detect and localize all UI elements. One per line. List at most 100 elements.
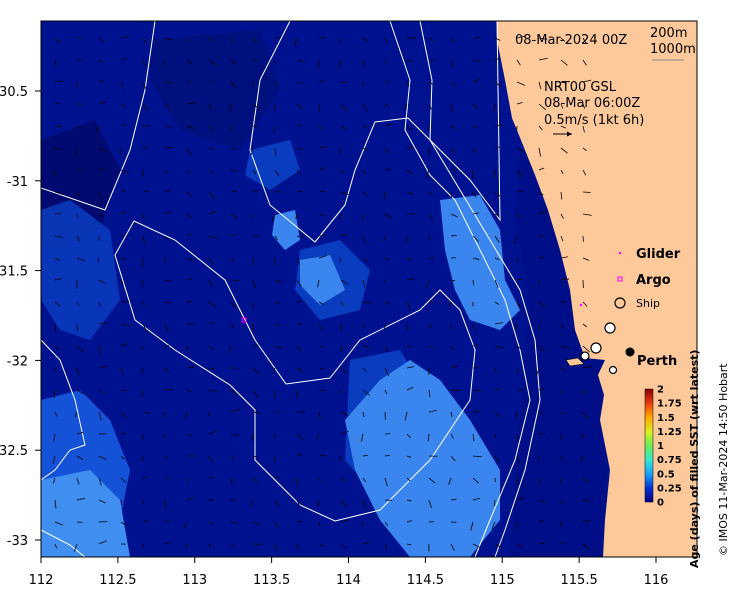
current-vector [428, 103, 432, 110]
sst-contour [41, 339, 86, 481]
ship-marker[interactable] [604, 322, 616, 334]
current-time-label: 08-Mar 06:00Z [544, 96, 640, 111]
current-vector [252, 190, 258, 193]
current-vector [406, 433, 411, 439]
current-vector [141, 367, 144, 374]
current-vector [384, 123, 393, 127]
current-vector [582, 79, 592, 83]
x-tick-label: 116 [644, 573, 669, 588]
current-vector [538, 301, 547, 308]
current-vector [582, 499, 590, 502]
current-vector [560, 499, 564, 505]
current-vector [98, 37, 105, 43]
current-vector [76, 497, 85, 501]
current-vector [472, 323, 476, 331]
current-vector [516, 543, 522, 548]
current-vector [425, 169, 430, 179]
current-vector [54, 499, 57, 509]
current-vector [54, 543, 58, 549]
current-vector [340, 367, 347, 374]
argo-legend-icon [617, 276, 623, 282]
current-vector [164, 235, 167, 240]
current-vector [516, 81, 526, 86]
current-vector [538, 387, 545, 391]
current-vector [274, 235, 278, 241]
current-vector [273, 433, 276, 439]
current-vector [538, 81, 542, 90]
current-vector [516, 35, 526, 39]
current-vector [362, 541, 371, 545]
current-vector [208, 191, 216, 199]
current-vector [494, 37, 501, 41]
current-vector [340, 81, 347, 84]
glider-legend-label: Glider [636, 247, 681, 262]
current-vector [494, 257, 500, 261]
x-tick-label: 113.5 [253, 573, 290, 588]
current-vector [186, 125, 196, 130]
ship-legend-icon [614, 297, 626, 309]
current-vector [516, 477, 519, 485]
map-area[interactable] [41, 21, 697, 557]
current-vector [164, 499, 166, 508]
current-vector [164, 541, 170, 545]
current-vector [162, 59, 166, 66]
current-vector [472, 212, 480, 215]
current-vector [340, 301, 344, 306]
light-blue-patch [345, 360, 500, 557]
colorbar-ticks: 0 0.25 0.5 0.75 1 1.25 1.5 1.75 2 [657, 385, 682, 509]
current-vector [516, 213, 521, 219]
current-vector [164, 146, 173, 149]
current-vector [274, 147, 277, 156]
current-vector [252, 213, 255, 219]
argo-float-marker[interactable] [241, 317, 247, 323]
current-vector [428, 477, 436, 484]
current-vector [186, 477, 188, 483]
current-vector [98, 79, 104, 83]
current-vector [338, 147, 342, 155]
current-vector [515, 521, 518, 530]
current-vector [208, 257, 215, 265]
colorbar-tick-label: 0.25 [657, 483, 682, 494]
current-vector [185, 543, 188, 549]
current-vector [296, 279, 302, 287]
y-tick-label: -33 [7, 534, 28, 549]
current-vector [318, 323, 323, 331]
current-vector [384, 389, 388, 395]
current-vector [76, 455, 83, 460]
current-vector [296, 124, 302, 127]
ship-marker[interactable] [608, 365, 618, 375]
current-vector [76, 191, 80, 197]
current-vector [318, 103, 321, 113]
current-vector [582, 59, 587, 66]
light-blue-patch [41, 470, 130, 557]
ship-marker[interactable] [590, 342, 602, 354]
current-vector [362, 125, 367, 128]
current-vector [296, 345, 302, 352]
current-vector [142, 476, 148, 479]
current-vector [362, 345, 370, 348]
current-vector [516, 301, 522, 309]
current-vector [252, 301, 255, 308]
current-vector [120, 189, 126, 193]
current-vector [406, 278, 415, 281]
current-vector [516, 433, 519, 442]
contour-label-200m: 200m [650, 26, 687, 41]
current-vector [538, 37, 548, 40]
current-vector [472, 59, 482, 63]
current-vector [142, 301, 145, 306]
current-vector [230, 213, 238, 219]
current-vector [186, 102, 196, 105]
ship-marker[interactable] [580, 351, 590, 361]
current-vector [141, 279, 144, 287]
glider-marker[interactable] [579, 303, 583, 307]
current-vector [582, 257, 590, 261]
perth-marker[interactable] [625, 347, 635, 357]
current-vector [274, 499, 280, 507]
current-vector [208, 103, 212, 111]
current-vector [252, 323, 254, 331]
current-vector [450, 345, 454, 351]
y-tick-label: -31 [7, 175, 28, 190]
current-vector [340, 519, 350, 523]
current-vector [208, 279, 213, 287]
current-vector [120, 279, 124, 285]
